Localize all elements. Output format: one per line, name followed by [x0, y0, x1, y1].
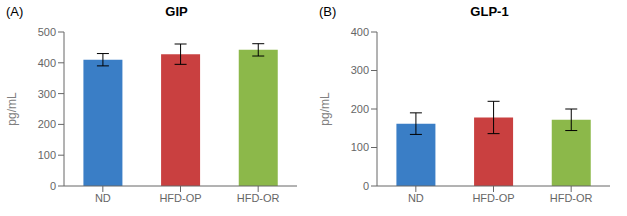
- svg-text:500: 500: [38, 26, 56, 38]
- svg-text:ND: ND: [408, 192, 424, 204]
- svg-text:pg/mL: pg/mL: [8, 92, 19, 126]
- svg-text:pg/mL: pg/mL: [318, 92, 332, 126]
- svg-text:HFD-OR: HFD-OR: [237, 192, 280, 204]
- svg-text:0: 0: [363, 180, 369, 192]
- svg-text:200: 200: [351, 103, 369, 115]
- svg-text:200: 200: [38, 118, 56, 130]
- html-text:GLP-1: GLP-1: [470, 4, 509, 19]
- html-text:(A): (A): [6, 4, 24, 19]
- svg-text:300: 300: [38, 88, 56, 100]
- svg-text:100: 100: [38, 149, 56, 161]
- svg-text:400: 400: [38, 57, 56, 69]
- svg-text:HFD-OP: HFD-OP: [472, 192, 514, 204]
- svg-text:HFD-OR: HFD-OR: [550, 192, 593, 204]
- svg-text:400: 400: [351, 26, 369, 38]
- html-text:GIP: GIP: [165, 4, 188, 19]
- svg-text:300: 300: [351, 64, 369, 76]
- svg-text:HFD-OP: HFD-OP: [159, 192, 201, 204]
- svg-text:ND: ND: [95, 192, 111, 204]
- svg-text:100: 100: [351, 141, 369, 153]
- svg-text:0: 0: [50, 180, 56, 192]
- html-text:(B): (B): [319, 4, 337, 19]
